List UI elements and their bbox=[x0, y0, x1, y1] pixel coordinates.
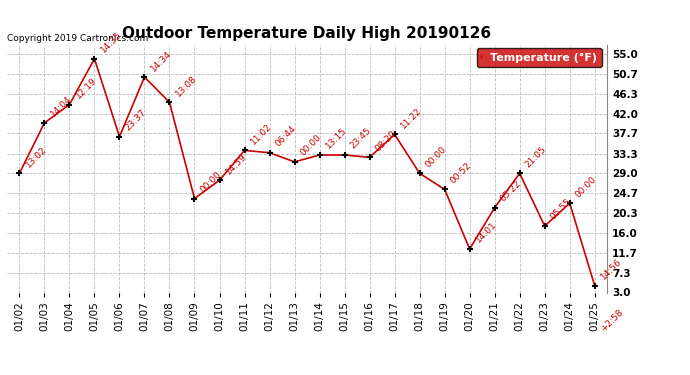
Text: 23:37: 23:37 bbox=[124, 108, 148, 132]
Text: 08:20: 08:20 bbox=[374, 129, 398, 153]
Legend: Temperature (°F): Temperature (°F) bbox=[477, 48, 602, 67]
Text: 21:05: 21:05 bbox=[524, 145, 549, 169]
Text: 14:59: 14:59 bbox=[224, 152, 248, 176]
Text: 13:08: 13:08 bbox=[174, 74, 198, 98]
Text: 00:00: 00:00 bbox=[299, 133, 324, 158]
Text: 14:56: 14:56 bbox=[599, 257, 624, 282]
Text: 00:00: 00:00 bbox=[574, 174, 598, 199]
Text: Copyright 2019 Cartronics.com: Copyright 2019 Cartronics.com bbox=[7, 33, 148, 42]
Text: 00:00: 00:00 bbox=[424, 144, 448, 169]
Text: 11:22: 11:22 bbox=[399, 106, 423, 130]
Text: 06:44: 06:44 bbox=[274, 124, 298, 148]
Text: 00:00: 00:00 bbox=[199, 170, 224, 194]
Text: 13:02: 13:02 bbox=[23, 145, 48, 169]
Text: 00:52: 00:52 bbox=[448, 160, 473, 185]
Text: 14:04: 14:04 bbox=[48, 94, 73, 119]
Text: 14:34: 14:34 bbox=[148, 48, 173, 73]
Text: +2:58: +2:58 bbox=[599, 308, 624, 334]
Text: 23:45: 23:45 bbox=[348, 126, 373, 151]
Text: 05:22: 05:22 bbox=[499, 179, 523, 204]
Title: Outdoor Temperature Daily High 20190126: Outdoor Temperature Daily High 20190126 bbox=[123, 26, 491, 41]
Text: 13:15: 13:15 bbox=[324, 126, 348, 151]
Text: 12:19: 12:19 bbox=[74, 76, 98, 100]
Text: 05:55: 05:55 bbox=[549, 197, 573, 222]
Text: 14:35: 14:35 bbox=[99, 30, 124, 55]
Text: 14:01: 14:01 bbox=[474, 220, 498, 245]
Text: 11:02: 11:02 bbox=[248, 122, 273, 146]
